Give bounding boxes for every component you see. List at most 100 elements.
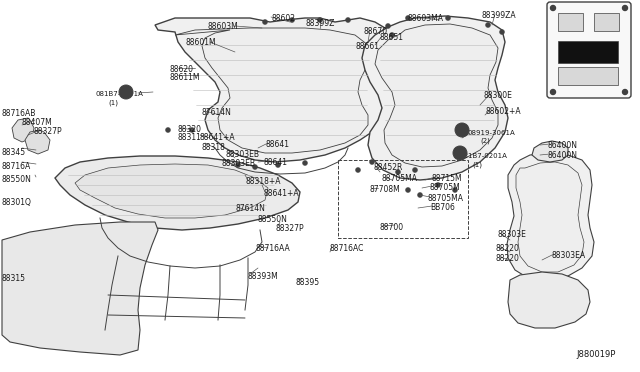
Circle shape	[406, 16, 410, 20]
Polygon shape	[507, 153, 594, 280]
Circle shape	[413, 167, 417, 173]
Circle shape	[445, 16, 451, 20]
Text: 88220: 88220	[496, 244, 520, 253]
Polygon shape	[12, 118, 34, 142]
Circle shape	[499, 29, 504, 35]
Circle shape	[486, 22, 490, 28]
Text: 88716AC: 88716AC	[330, 244, 364, 253]
Text: 88393M: 88393M	[247, 272, 278, 281]
Bar	[558, 13, 583, 31]
Circle shape	[417, 192, 422, 198]
Text: 08919-3061A: 08919-3061A	[468, 130, 516, 136]
Circle shape	[396, 170, 401, 174]
Bar	[594, 13, 619, 31]
Text: 88318+A: 88318+A	[245, 177, 280, 186]
Text: 88716AA: 88716AA	[255, 244, 290, 253]
Circle shape	[166, 128, 170, 132]
Text: 88602: 88602	[271, 14, 295, 23]
Text: (2): (2)	[480, 138, 490, 144]
Text: 88303E: 88303E	[498, 230, 527, 239]
Text: 081B7-0201A: 081B7-0201A	[95, 91, 143, 97]
Text: (1): (1)	[108, 99, 118, 106]
Polygon shape	[2, 222, 158, 355]
Text: 88550N: 88550N	[2, 175, 32, 184]
Text: 88320: 88320	[178, 125, 202, 134]
Circle shape	[550, 6, 556, 10]
Circle shape	[406, 187, 410, 192]
Text: 87614N: 87614N	[202, 108, 232, 117]
Polygon shape	[25, 130, 50, 154]
Text: 88303EA: 88303EA	[552, 251, 586, 260]
Circle shape	[455, 123, 469, 137]
Text: 88700: 88700	[380, 223, 404, 232]
Circle shape	[189, 128, 195, 132]
Text: BB706: BB706	[430, 203, 455, 212]
Polygon shape	[375, 24, 498, 167]
Text: 88716A: 88716A	[2, 162, 31, 171]
Circle shape	[452, 187, 458, 192]
Text: 88550N: 88550N	[258, 215, 288, 224]
Circle shape	[390, 32, 394, 38]
Text: 88327P: 88327P	[275, 224, 303, 233]
Text: 88601M: 88601M	[185, 38, 216, 47]
Text: 88715M: 88715M	[432, 174, 463, 183]
Text: 88220: 88220	[496, 254, 520, 263]
Bar	[558, 41, 618, 63]
Circle shape	[289, 17, 294, 22]
Text: 88315: 88315	[2, 274, 26, 283]
Text: J880019P: J880019P	[576, 350, 616, 359]
Text: 88603MA: 88603MA	[408, 14, 444, 23]
Circle shape	[236, 163, 241, 167]
Circle shape	[385, 23, 390, 29]
Circle shape	[253, 164, 257, 170]
Circle shape	[355, 167, 360, 173]
Text: 86400N: 86400N	[548, 151, 578, 160]
Text: 88303EB: 88303EB	[222, 159, 256, 168]
Text: 86400N: 86400N	[548, 141, 578, 150]
Bar	[558, 67, 618, 85]
Text: 88603M: 88603M	[207, 22, 237, 31]
Circle shape	[262, 19, 268, 25]
Text: 88705MA: 88705MA	[382, 174, 418, 183]
Circle shape	[550, 90, 556, 94]
Circle shape	[303, 160, 307, 166]
Text: 88345: 88345	[2, 148, 26, 157]
Text: B: B	[124, 90, 129, 94]
Text: 88670: 88670	[364, 27, 388, 36]
Text: 88399ZA: 88399ZA	[482, 11, 516, 20]
Text: 88407M: 88407M	[22, 118, 52, 127]
Polygon shape	[362, 16, 508, 180]
Circle shape	[346, 17, 351, 22]
Text: 88327P: 88327P	[34, 127, 63, 136]
Text: 87708M: 87708M	[370, 185, 401, 194]
Polygon shape	[55, 156, 300, 230]
Text: 88395: 88395	[295, 278, 319, 287]
Text: 88311: 88311	[178, 133, 202, 142]
Text: 88620: 88620	[170, 65, 194, 74]
Text: 88303EB: 88303EB	[225, 150, 259, 159]
Text: 88641: 88641	[265, 140, 289, 149]
Circle shape	[369, 160, 374, 164]
Polygon shape	[175, 28, 370, 153]
Text: 88318: 88318	[202, 143, 226, 152]
Text: 88661: 88661	[355, 42, 379, 51]
Text: 88602+A: 88602+A	[486, 107, 522, 116]
Circle shape	[317, 17, 323, 22]
Circle shape	[623, 90, 627, 94]
Text: 081B7-0201A: 081B7-0201A	[460, 153, 508, 159]
Text: 88705MA: 88705MA	[428, 194, 464, 203]
Text: B: B	[458, 151, 463, 155]
Text: 88705M: 88705M	[430, 183, 461, 192]
Text: 88611M: 88611M	[170, 73, 200, 82]
Circle shape	[119, 85, 133, 99]
Circle shape	[435, 183, 440, 187]
FancyBboxPatch shape	[547, 2, 631, 98]
Polygon shape	[516, 162, 584, 272]
Text: N: N	[460, 128, 465, 132]
Polygon shape	[155, 18, 388, 162]
Polygon shape	[75, 164, 268, 218]
Text: 88716AB: 88716AB	[2, 109, 36, 118]
Text: 88300E: 88300E	[484, 91, 513, 100]
Text: (1): (1)	[472, 161, 482, 167]
Text: 87614N: 87614N	[235, 204, 265, 213]
